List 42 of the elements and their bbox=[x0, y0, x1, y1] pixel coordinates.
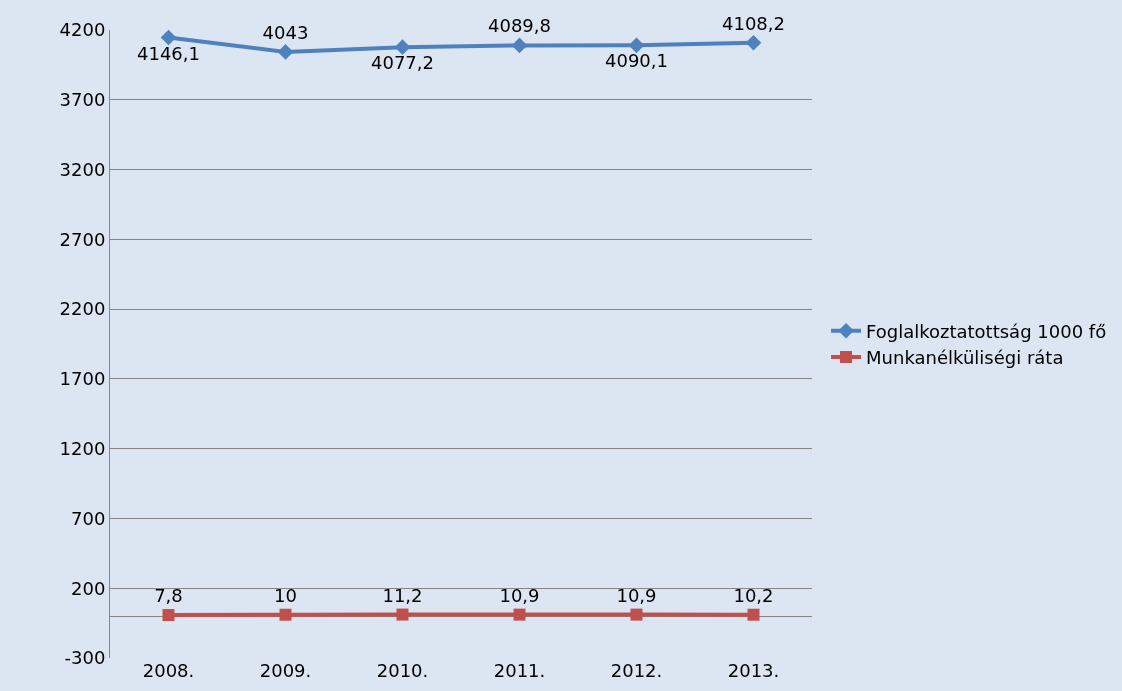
point bbox=[511, 37, 528, 54]
y-tick-label: 4200 bbox=[59, 19, 106, 41]
data-label: 10,9 bbox=[499, 584, 540, 606]
data-label: 4089,8 bbox=[488, 15, 551, 37]
y-tick-label: 1700 bbox=[59, 368, 106, 390]
point bbox=[277, 44, 294, 60]
legend-label: Munkanélküliségi ráta bbox=[866, 347, 1064, 369]
point bbox=[630, 608, 643, 621]
legend-label: Foglalkoztatottság 1000 fő bbox=[866, 320, 1107, 342]
data-label: 10,9 bbox=[616, 584, 657, 606]
point bbox=[162, 609, 175, 622]
point bbox=[747, 608, 760, 621]
point bbox=[745, 35, 762, 51]
x-tick-label: 2009. bbox=[259, 660, 312, 681]
point bbox=[279, 608, 292, 621]
x-tick-label: 2008. bbox=[142, 660, 195, 681]
y-tick-label: 2700 bbox=[59, 228, 106, 250]
point bbox=[394, 39, 411, 55]
y-tick-label: 700 bbox=[71, 507, 106, 529]
y-tick-label: 3200 bbox=[59, 158, 106, 180]
data-label: 4108,2 bbox=[722, 12, 785, 34]
y-tick-label: 3700 bbox=[59, 89, 106, 111]
x-tick-label: 2011. bbox=[493, 660, 546, 681]
data-label: 10 bbox=[274, 584, 297, 606]
y-tick-label: -300 bbox=[64, 647, 106, 669]
data-label: 4077,2 bbox=[371, 52, 434, 74]
x-tick-label: 2012. bbox=[610, 660, 663, 681]
data-label: 10,2 bbox=[733, 584, 774, 606]
point bbox=[513, 608, 526, 621]
point bbox=[396, 608, 409, 621]
y-tick-label: 2200 bbox=[59, 298, 106, 320]
data-label: 7,8 bbox=[154, 585, 183, 607]
data-label: 4043 bbox=[262, 21, 309, 43]
data-label: 11,2 bbox=[382, 584, 423, 606]
y-tick-label: 1200 bbox=[59, 437, 106, 459]
point bbox=[628, 37, 645, 54]
data-label: 4146,1 bbox=[137, 42, 200, 64]
data-label: 4090,1 bbox=[605, 50, 668, 72]
point bbox=[160, 29, 177, 46]
x-tick-label: 2010. bbox=[376, 660, 429, 681]
x-tick-label: 2013. bbox=[727, 660, 780, 681]
y-tick-label: 200 bbox=[71, 577, 106, 599]
